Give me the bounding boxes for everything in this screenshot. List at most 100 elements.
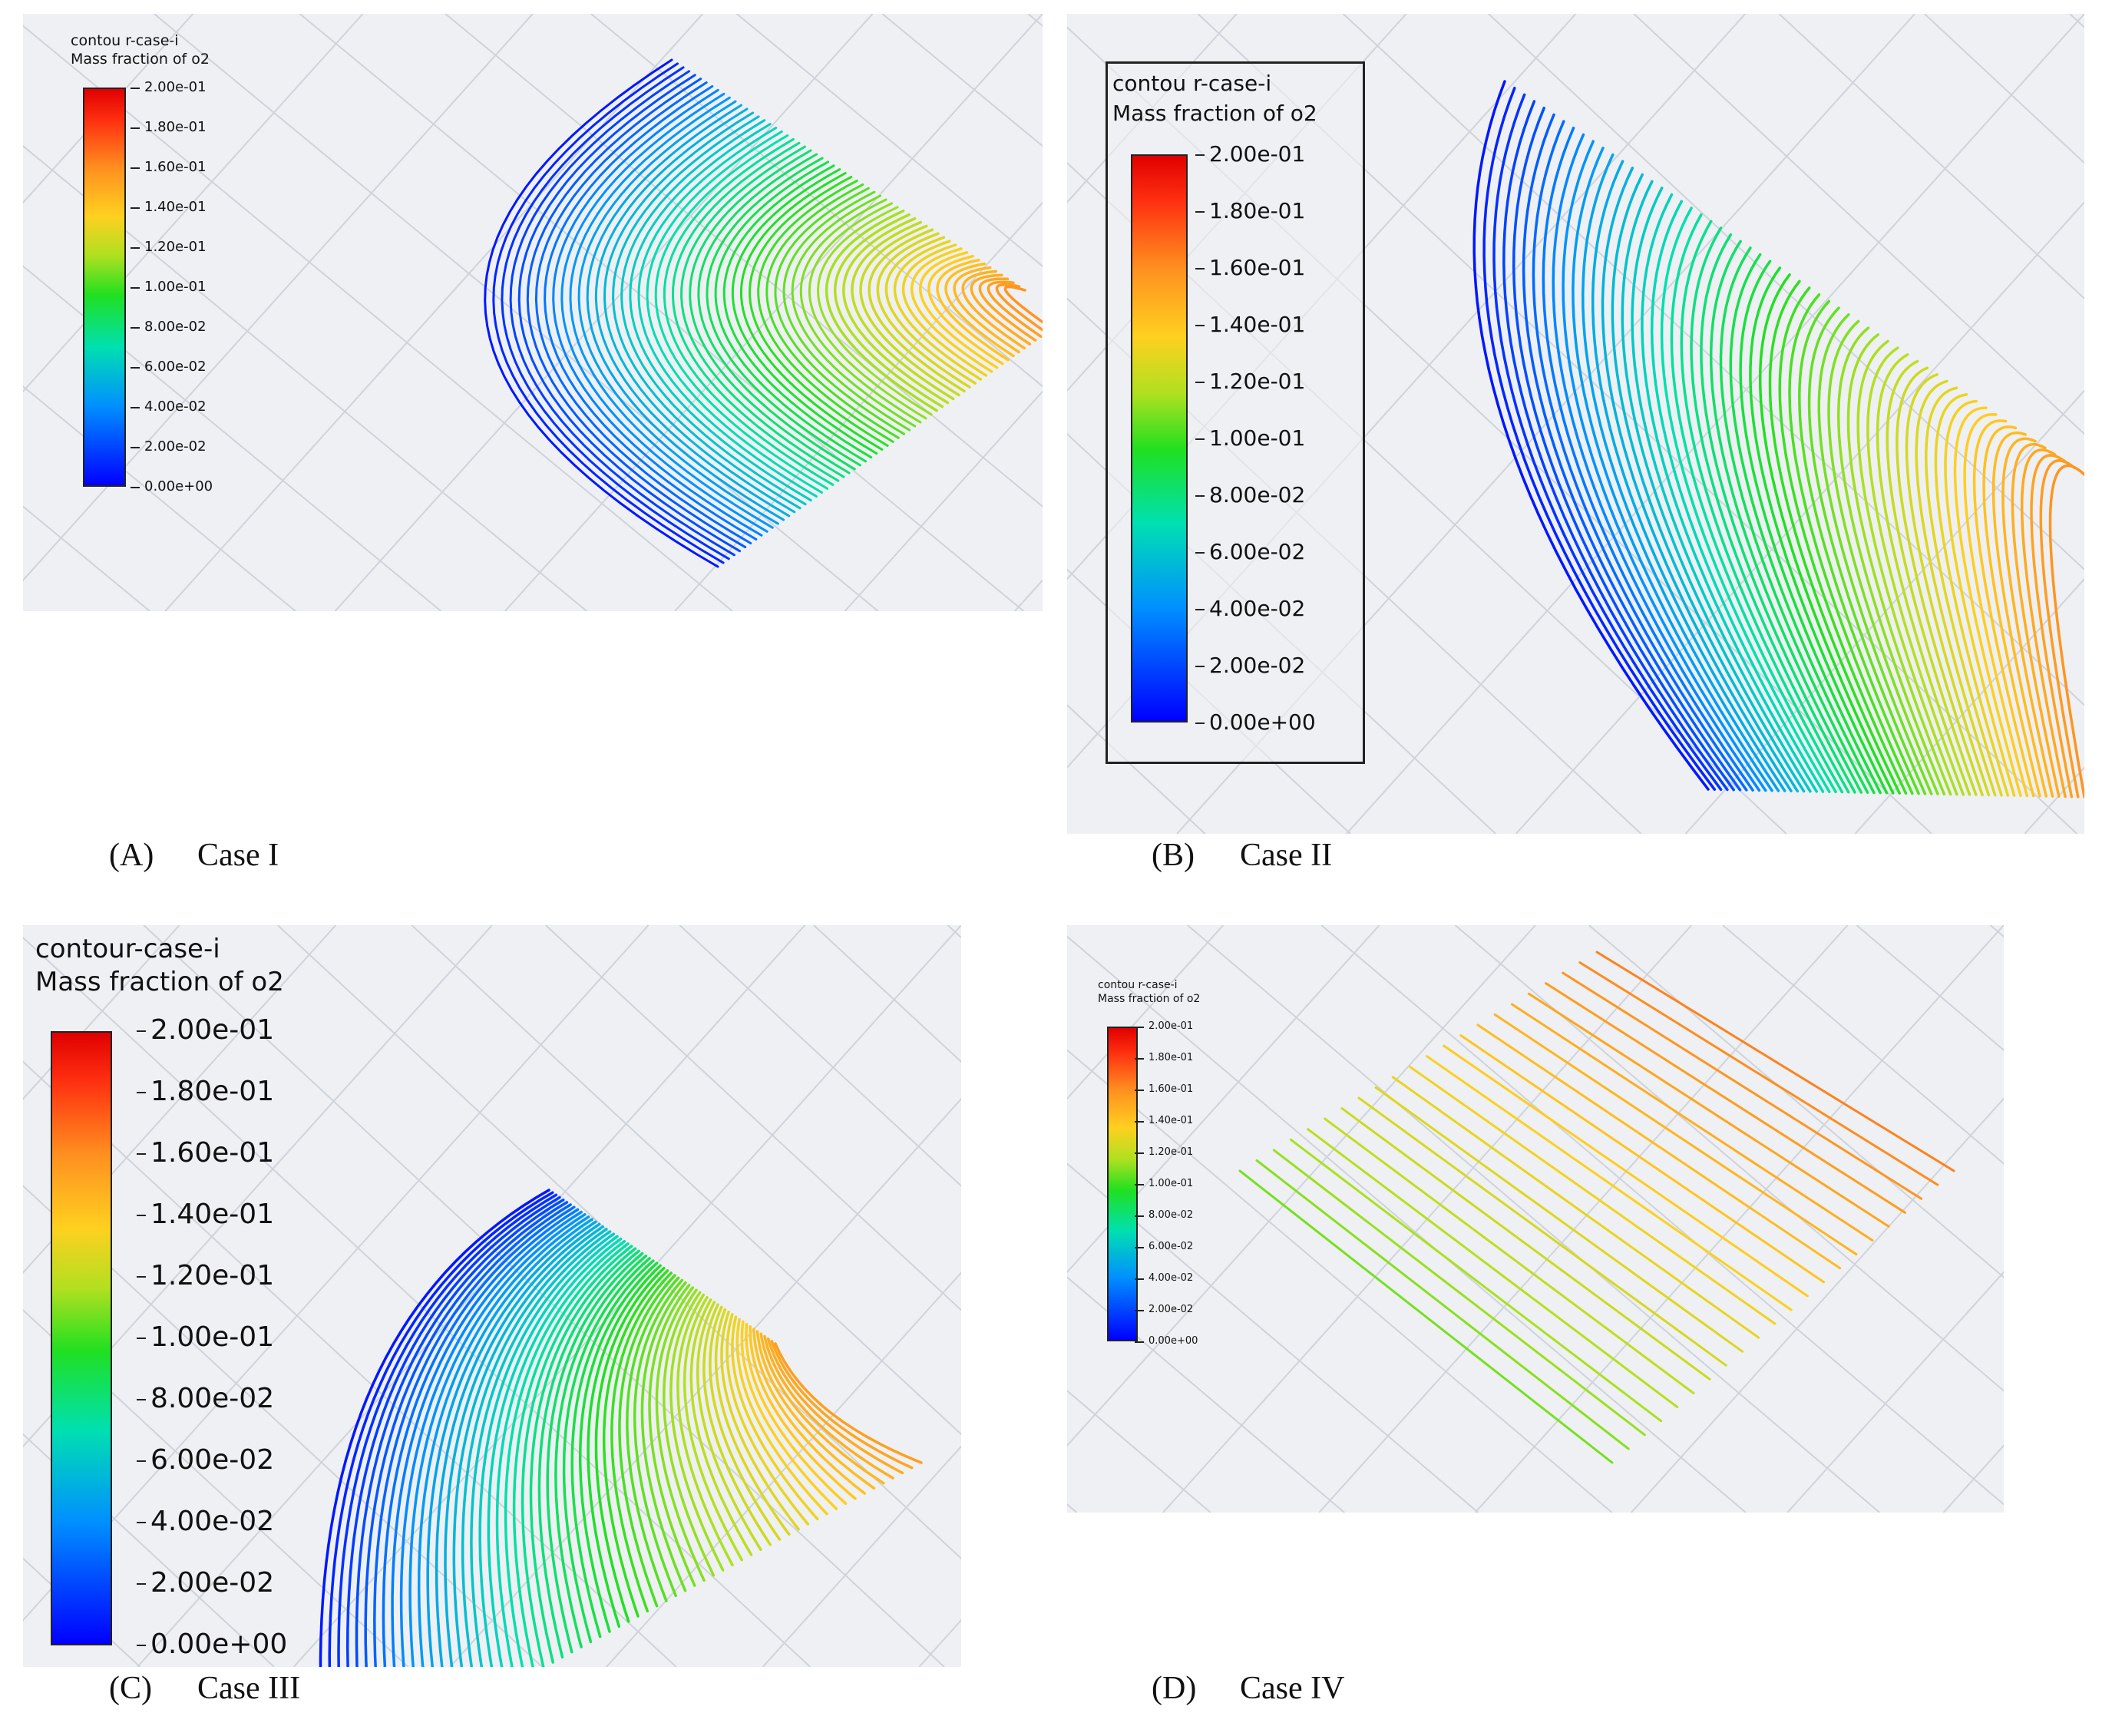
- streamline: [676, 1293, 734, 1567]
- streamline: [683, 1295, 744, 1562]
- streamline: [1768, 279, 1901, 795]
- legend-tick-label: 2.00e-01: [136, 1014, 275, 1047]
- colorbar: [51, 1031, 112, 1645]
- streamline: [1709, 240, 1863, 794]
- streamline: [1003, 285, 1043, 324]
- streamline: [552, 88, 763, 537]
- streamline: [816, 206, 933, 416]
- legend-tick-label: 1.00e-01: [131, 279, 207, 296]
- legend-tick-label: 1.40e-01: [136, 1199, 275, 1231]
- streamline: [995, 283, 1043, 332]
- streamline: [1255, 1159, 1630, 1450]
- streamline: [953, 266, 1020, 354]
- legend-title: contou r-case-i: [1098, 979, 1178, 991]
- streamline: [578, 1261, 659, 1633]
- streamline: [1510, 1003, 1874, 1242]
- streamline: [1788, 293, 1914, 795]
- streamline: [1582, 153, 1780, 792]
- streamline: [884, 236, 977, 385]
- streamline: [763, 1334, 894, 1480]
- legend-tick-label: 2.00e-02: [131, 438, 207, 455]
- panel-b-contour-plot: contou r-case-i Mass fraction of o2 2.00…: [1067, 14, 2084, 834]
- streamline: [1492, 93, 1723, 792]
- streamline: [1443, 1044, 1809, 1298]
- legend-tick-label: 1.00e-01: [136, 1321, 275, 1354]
- legend-tick-label: 4.00e-02: [1195, 596, 1306, 622]
- streamline: [1972, 419, 2035, 798]
- panel-a-legend: contou r-case-i Mass fraction of o2 2.00…: [71, 32, 213, 494]
- streamline: [534, 81, 752, 544]
- caption-b-case: Case II: [1240, 838, 1333, 873]
- streamline: [492, 62, 725, 564]
- caption-b-label: (B): [1152, 838, 1195, 873]
- streamline: [970, 273, 1032, 346]
- streamline: [391, 1208, 580, 1667]
- streamline: [569, 96, 774, 529]
- streamline: [669, 1291, 725, 1572]
- streamline: [1856, 339, 1958, 796]
- caption-b: (B) Case II: [1152, 837, 1332, 874]
- caption-d-label: (D): [1152, 1671, 1197, 1706]
- legend-tick-label: 4.00e-02: [131, 398, 207, 415]
- streamline: [655, 1286, 706, 1582]
- streamline: [1512, 106, 1735, 792]
- streamline: [586, 104, 785, 521]
- legend-tick-label: 1.80e-01: [1134, 1052, 1194, 1064]
- streamline: [470, 1230, 612, 1667]
- streamline: [1562, 971, 1923, 1200]
- legend-tick-label: 2.00e-01: [131, 79, 207, 96]
- streamline: [1729, 253, 1876, 795]
- streamline: [1595, 951, 1955, 1172]
- streamline: [461, 1228, 608, 1667]
- streamline: [671, 141, 840, 482]
- streamline: [765, 183, 900, 439]
- streamline: [1836, 326, 1946, 796]
- streamline: [749, 176, 889, 447]
- streamline: [526, 78, 747, 549]
- streamline: [868, 228, 966, 393]
- streamline: [319, 1189, 550, 1667]
- streamline: [417, 1215, 590, 1667]
- legend-tick-label: 1.60e-01: [1134, 1083, 1194, 1096]
- streamline: [1650, 200, 1825, 793]
- streamline: [610, 1271, 673, 1613]
- streamline: [426, 1218, 593, 1667]
- streamline: [640, 1281, 687, 1592]
- streamline: [560, 92, 768, 533]
- streamline: [919, 251, 999, 369]
- streamline: [1472, 80, 1710, 791]
- caption-d: (D) Case IV: [1152, 1670, 1344, 1707]
- colorbar: [1131, 154, 1188, 723]
- streamline: [328, 1191, 554, 1667]
- legend-tick-label: 1.80e-01: [136, 1076, 275, 1108]
- streamline: [1944, 399, 2016, 797]
- streamline: [1272, 1149, 1646, 1437]
- streamline: [487, 1235, 619, 1667]
- streamline: [859, 224, 960, 397]
- streamline: [731, 1315, 819, 1521]
- legend-subtitle: Mass fraction of o2: [71, 50, 210, 68]
- streamline: [893, 240, 983, 381]
- streamline: [1719, 246, 1869, 794]
- streamline: [1886, 359, 1978, 796]
- streamline: [603, 111, 796, 514]
- streamline: [1601, 167, 1793, 792]
- streamline: [587, 1264, 662, 1629]
- streamline: [978, 277, 1037, 342]
- legend-tick-label: 1.40e-01: [1134, 1115, 1194, 1127]
- streamline: [766, 1337, 904, 1475]
- panel-b-legend: contou r-case-i Mass fraction of o2 2.00…: [1106, 61, 1365, 764]
- caption-d-case: Case IV: [1240, 1671, 1345, 1706]
- panel-c-contour-plot: contour-case-i Mass fraction of o2 2.00e…: [23, 925, 961, 1667]
- streamline: [1527, 992, 1890, 1228]
- streamline: [1545, 982, 1906, 1214]
- streamline: [1552, 133, 1761, 792]
- streamline: [944, 262, 1015, 358]
- caption-c-label: (C): [109, 1671, 152, 1706]
- streamline: [770, 1340, 914, 1470]
- streamline: [987, 280, 1043, 338]
- panel-c-streamlines: [319, 1189, 923, 1667]
- legend-tick-label: 1.40e-01: [131, 199, 207, 216]
- streamline: [1391, 1076, 1760, 1339]
- streamline: [544, 84, 758, 541]
